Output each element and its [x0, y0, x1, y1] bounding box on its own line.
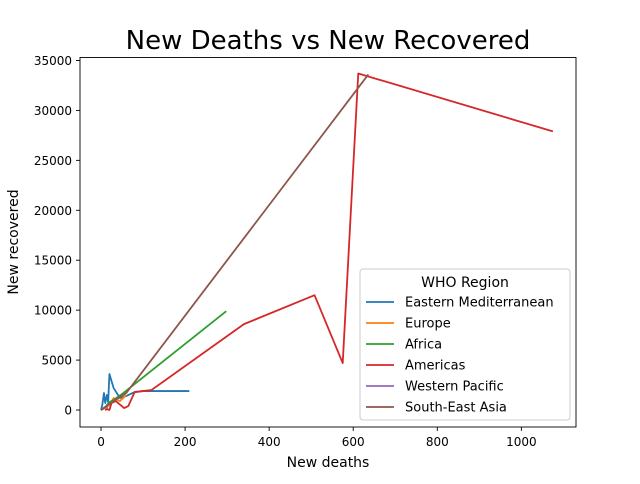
x-tick-label: 400	[258, 435, 281, 449]
y-tick-label: 30000	[34, 104, 72, 118]
series-line-0	[100, 373, 190, 411]
legend-label-4: Western Pacific	[405, 380, 504, 395]
series-line-5	[100, 73, 370, 411]
y-tick-label: 0	[64, 404, 72, 418]
legend-title: WHO Region	[421, 275, 509, 291]
x-tick-label: 0	[97, 435, 105, 449]
x-tick-label: 800	[426, 435, 449, 449]
y-tick-label: 25000	[34, 154, 72, 168]
axes: 0 200 400 600 800 100005000100001500020000250…	[34, 54, 537, 449]
chart-title: New Deaths vs New Recovered	[126, 26, 531, 56]
x-axis-label: New deaths	[287, 455, 370, 471]
x-tick-label: 200	[174, 435, 197, 449]
legend-label-3: Americas	[405, 359, 466, 374]
series-line-2	[100, 310, 227, 411]
legend: WHO Region Eastern Mediterranean Europe Af…	[359, 268, 571, 421]
plot-area	[100, 72, 554, 411]
y-tick-label: 15000	[34, 254, 72, 268]
plot-frame	[79, 57, 577, 428]
y-tick-label: 20000	[34, 204, 72, 218]
x-tick-label: 1000	[506, 435, 537, 449]
legend-label-5: South-East Asia	[405, 401, 507, 416]
legend-label-2: Africa	[405, 338, 442, 353]
y-tick-label: 35000	[34, 54, 72, 68]
legend-box	[359, 268, 571, 421]
legend-label-0: Eastern Mediterranean	[405, 296, 554, 311]
x-tick-label: 600	[342, 435, 365, 449]
y-tick-label: 5000	[41, 354, 72, 368]
series-line-3	[104, 72, 554, 411]
legend-label-1: Europe	[405, 317, 451, 332]
y-tick-label: 10000	[34, 304, 72, 318]
y-axis-label: New recovered	[6, 189, 22, 294]
